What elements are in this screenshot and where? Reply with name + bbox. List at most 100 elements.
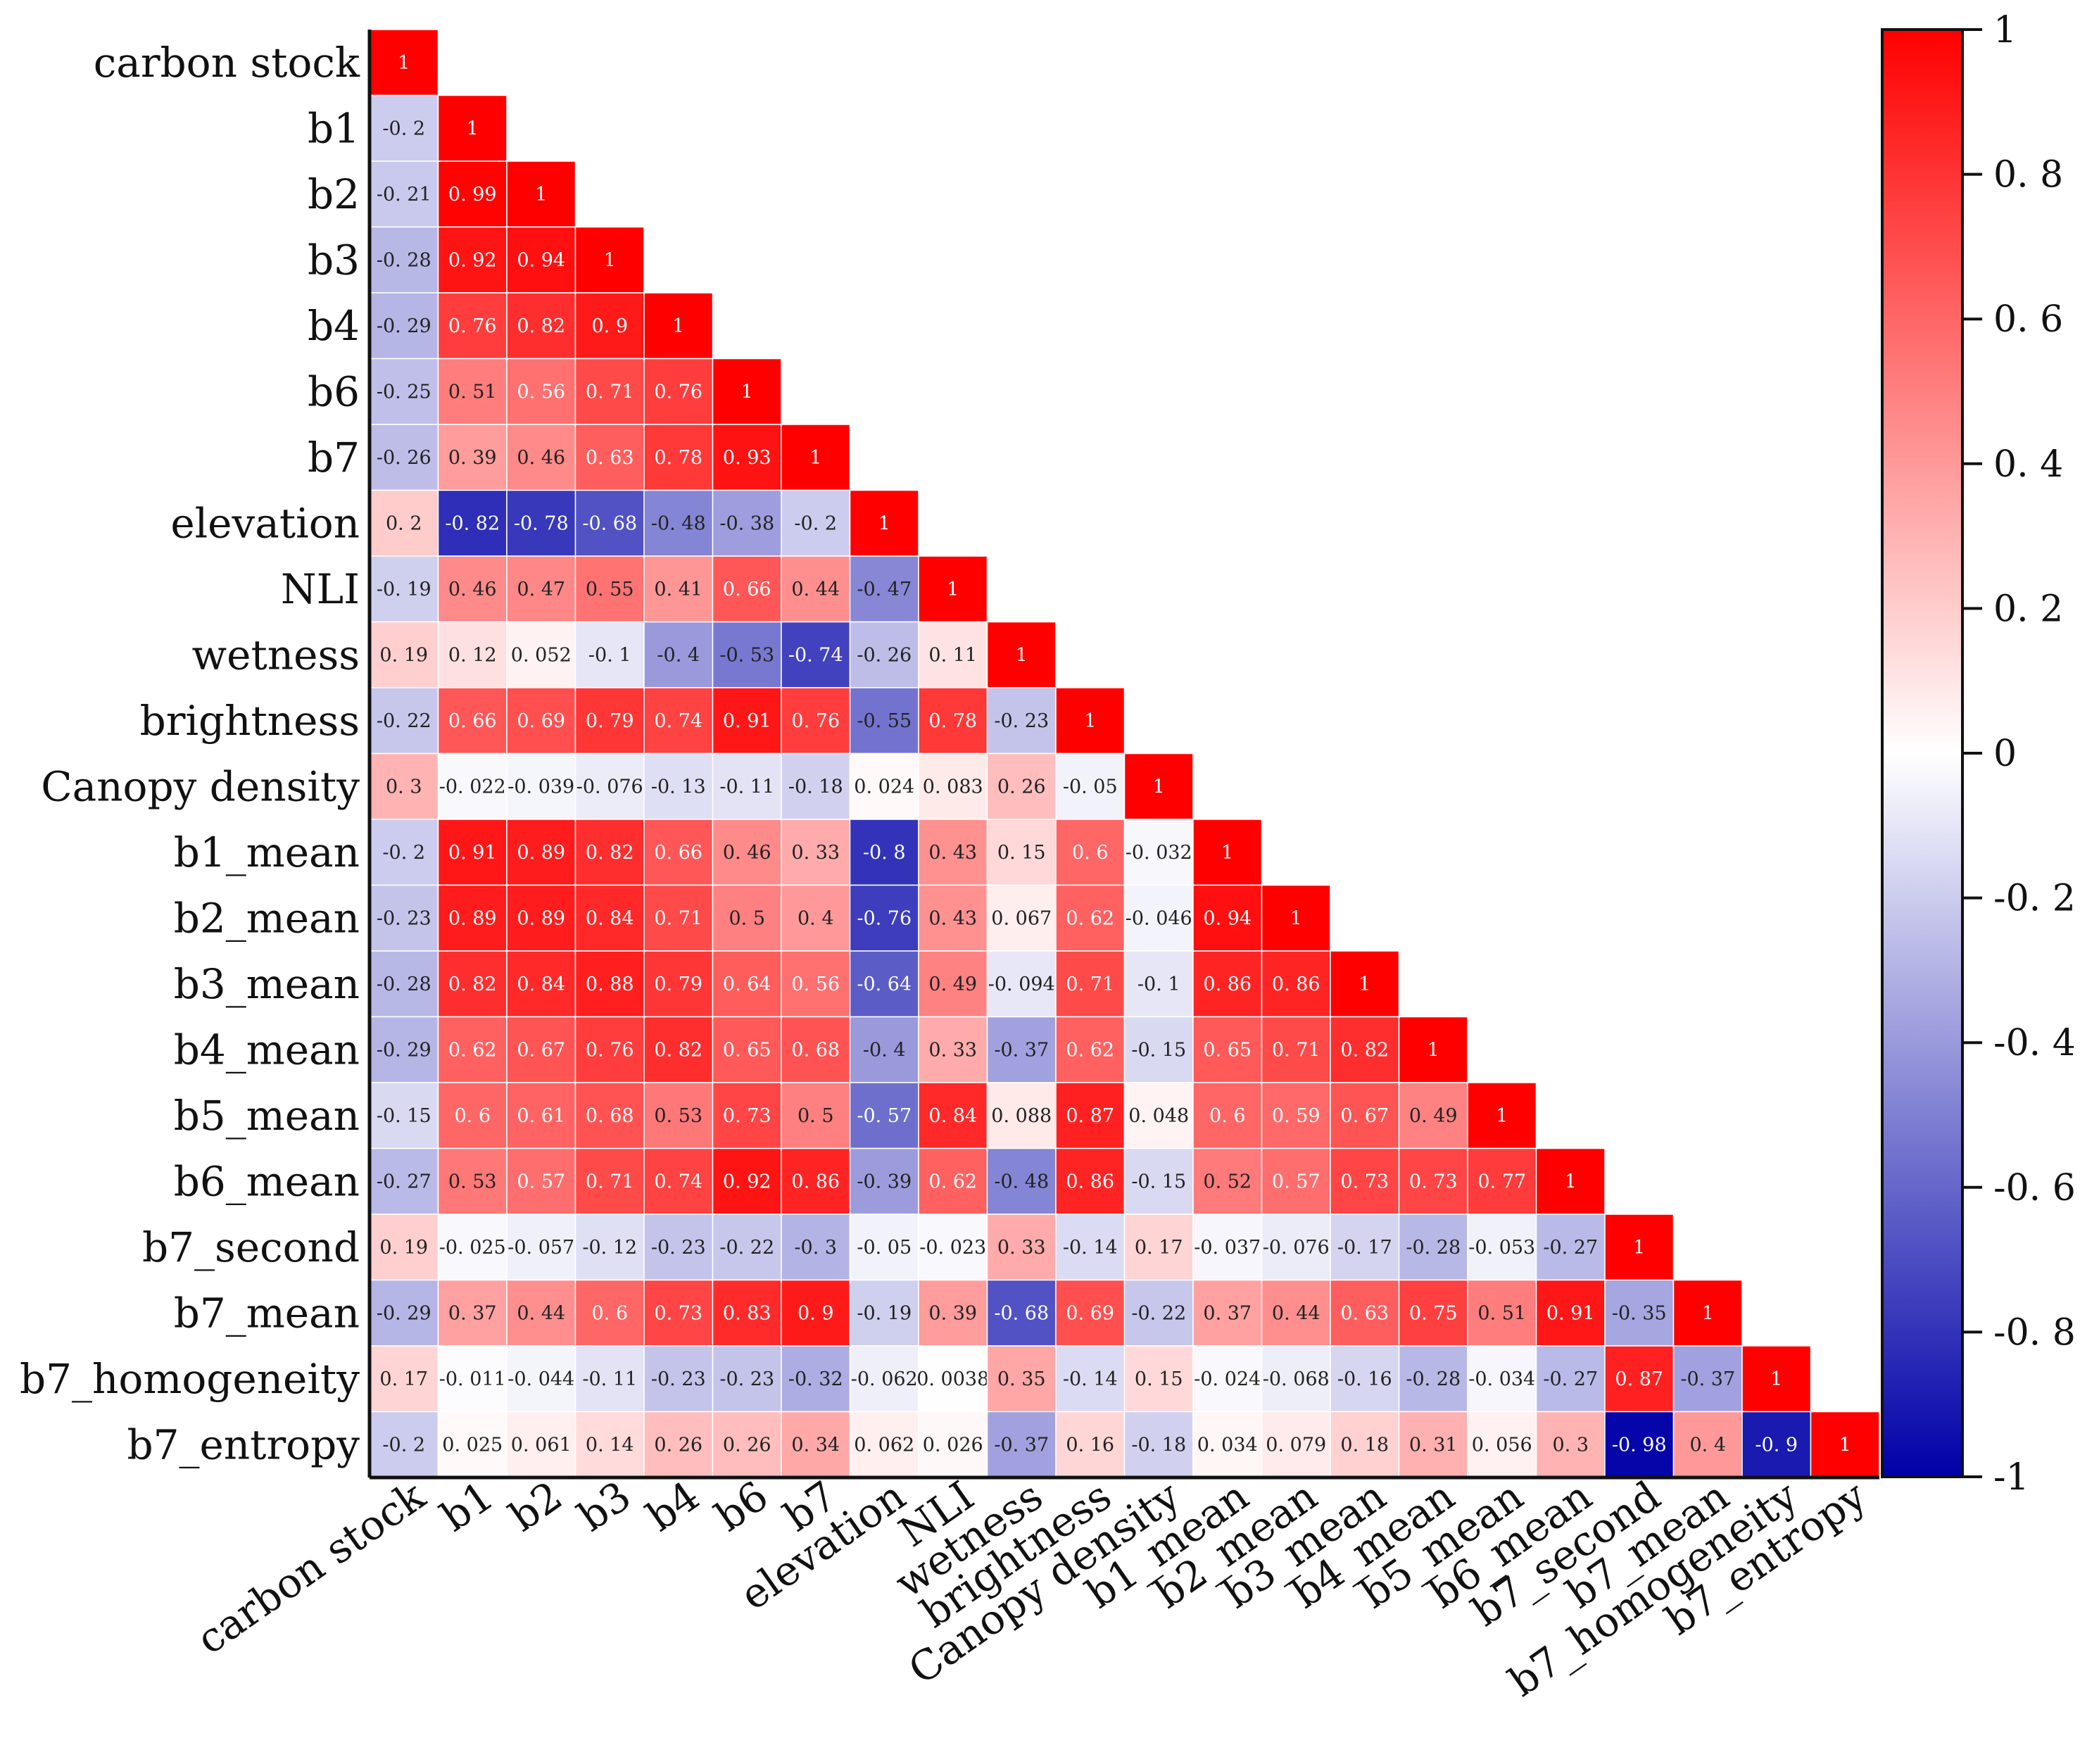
cell-value-label: -0. 37 xyxy=(994,1434,1049,1456)
cell-value-label: 1 xyxy=(809,447,821,469)
row-label-nli: NLI xyxy=(281,565,360,613)
heatmap-cell-b3-b1 xyxy=(437,226,508,294)
cell-value-label: -0. 38 xyxy=(719,512,774,534)
heatmap-cell-b6-mean-b3-mean xyxy=(1330,1147,1400,1215)
cell-value-label: 1 xyxy=(878,512,890,534)
cell-value-label: 0. 6 xyxy=(454,1105,491,1127)
heatmap-cell-b4-mean-brightness xyxy=(1055,1016,1126,1083)
cell-value-label: -0. 14 xyxy=(1063,1237,1118,1259)
cell-value-label: 0. 91 xyxy=(448,842,497,864)
cell-value-label: -0. 28 xyxy=(377,249,431,271)
cell-value-label: 1 xyxy=(741,381,753,403)
heatmap-cell-b3-mean-b1-mean xyxy=(1192,950,1263,1018)
cell-value-label: -0. 27 xyxy=(1543,1237,1598,1259)
cell-value-label: -0. 094 xyxy=(988,974,1055,995)
heatmap-cell-canopy-density-canopy-density xyxy=(1123,752,1194,820)
heatmap-cell-b6-mean-b2 xyxy=(506,1147,576,1215)
cell-value-label: 0. 83 xyxy=(723,1302,771,1324)
heatmap-cell-b7-entropy-b7-second xyxy=(1604,1411,1675,1478)
colorbar-tick-label: -0. 8 xyxy=(1993,1311,2076,1354)
heatmap-cell-b1-mean-nli xyxy=(918,819,988,886)
cell-value-label: -0. 27 xyxy=(377,1171,431,1192)
heatmap-cell-b4-mean-b7 xyxy=(781,1016,851,1083)
cell-value-label: 0. 3 xyxy=(1552,1434,1589,1456)
cell-value-label: 0. 68 xyxy=(586,1105,634,1127)
cell-value-label: 0. 2 xyxy=(386,512,422,534)
cell-value-label: 0. 62 xyxy=(928,1171,977,1192)
heatmap-cell-b7-homogeneity-canopy-density xyxy=(1123,1345,1194,1413)
column-label-b6: b6 xyxy=(707,1472,777,1541)
cell-value-label: 1 xyxy=(1016,644,1028,666)
cell-value-label: 0. 71 xyxy=(654,907,702,929)
cell-value-label: -0. 28 xyxy=(377,974,431,995)
cell-value-label: 0. 71 xyxy=(1272,1039,1320,1061)
cell-value-label: 0. 33 xyxy=(791,842,840,864)
cell-value-label: -0. 18 xyxy=(788,776,843,798)
heatmap-cell-b7-mean-b6 xyxy=(712,1279,782,1347)
heatmap-cell-b7-mean-nli xyxy=(918,1279,988,1347)
cell-value-label: -0. 11 xyxy=(582,1368,637,1390)
heatmap-cell-b7-homogeneity-b7-second xyxy=(1604,1345,1675,1413)
cell-value-label: -0. 05 xyxy=(857,1237,912,1259)
heatmap-cell-b7-entropy-nli xyxy=(918,1411,988,1478)
cell-value-label: 1 xyxy=(947,579,959,600)
heatmap-cell-b1-mean-carbon-stock xyxy=(369,819,439,886)
heatmap-cell-b5-mean-b2-mean xyxy=(1261,1082,1331,1149)
heatmap-cell-b7-entropy-b7-homogeneity xyxy=(1741,1411,1812,1478)
cell-value-label: -0. 023 xyxy=(919,1237,986,1259)
heatmap-cells: 1-0. 2 1-0. 21 0. 99 1-0. 28 0. 92 0. 94 1-0. … xyxy=(369,29,1880,1478)
cell-value-label: 0. 062 xyxy=(854,1434,914,1456)
heatmap-cell-b4-mean-b2-mean xyxy=(1261,1016,1331,1083)
cell-value-label: 0. 89 xyxy=(517,842,565,864)
heatmap-cell-wetness-elevation xyxy=(849,621,919,688)
heatmap-cell-b4-mean-nli xyxy=(918,1016,988,1083)
heatmap-cell-b7-second-b4-mean xyxy=(1398,1214,1468,1281)
cell-value-label: 0. 41 xyxy=(654,579,702,600)
column-labels: carbon stockb1b2b3b4b6b7elevationNLIwetn… xyxy=(188,1471,1875,1706)
cell-value-label: -0. 022 xyxy=(439,776,506,798)
cell-value-label: 0. 66 xyxy=(448,710,497,732)
heatmap-cell-b5-mean-b3-mean xyxy=(1330,1082,1400,1149)
heatmap-cell-b5-mean-b1 xyxy=(437,1082,508,1149)
row-label-carbon-stock: carbon stock xyxy=(94,39,360,87)
heatmap-cell-b2-carbon-stock xyxy=(369,160,439,228)
heatmap-cell-canopy-density-b3 xyxy=(574,752,645,820)
row-label-b7-entropy: b7_entropy xyxy=(127,1420,360,1468)
heatmap-cell-b6-mean-b2-mean xyxy=(1261,1147,1331,1215)
cell-value-label: -0. 039 xyxy=(508,776,574,798)
heatmap-cell-b4-mean-b2 xyxy=(506,1016,576,1083)
cell-value-label: -0. 37 xyxy=(994,1039,1049,1061)
heatmap-cell-b7-mean-b4 xyxy=(643,1279,714,1347)
cell-value-label: -0. 14 xyxy=(1063,1368,1118,1390)
cell-value-label: 0. 59 xyxy=(1272,1105,1320,1127)
heatmap-cell-canopy-density-carbon-stock xyxy=(369,752,439,820)
heatmap-cell-b7-mean-b2-mean xyxy=(1261,1279,1331,1347)
cell-value-label: 0. 53 xyxy=(448,1171,497,1192)
cell-value-label: 0. 82 xyxy=(1340,1039,1389,1061)
cell-value-label: 0. 74 xyxy=(654,710,702,732)
heatmap-cell-nli-b1 xyxy=(437,555,508,623)
heatmap-cell-b3-mean-b7 xyxy=(781,950,851,1018)
cell-value-label: 0. 39 xyxy=(928,1302,977,1324)
cell-value-label: 0. 46 xyxy=(448,579,497,600)
heatmap-cell-b7-homogeneity-b2 xyxy=(506,1345,576,1413)
heatmap-cell-b4-mean-carbon-stock xyxy=(369,1016,439,1083)
cell-value-label: -0. 037 xyxy=(1194,1237,1261,1259)
heatmap-cell-b7-homogeneity-wetness xyxy=(986,1345,1057,1413)
cell-value-label: -0. 25 xyxy=(377,381,431,403)
heatmap-cell-b6-mean-b6-mean xyxy=(1535,1147,1606,1215)
cell-value-label: 0. 57 xyxy=(1272,1171,1320,1192)
cell-value-label: 0. 26 xyxy=(654,1434,702,1456)
cell-value-label: 0. 083 xyxy=(923,776,983,798)
heatmap-cell-brightness-b3 xyxy=(574,687,645,755)
cell-value-label: 1 xyxy=(604,249,616,271)
cell-value-label: 0. 86 xyxy=(1066,1171,1114,1192)
cell-value-label: -0. 23 xyxy=(651,1368,706,1390)
cell-value-label: 1 xyxy=(535,184,547,206)
cell-value-label: 0. 024 xyxy=(854,776,914,798)
cell-value-label: 0. 46 xyxy=(723,842,771,864)
cell-value-label: 1 xyxy=(1290,907,1302,929)
cell-value-label: -0. 011 xyxy=(439,1368,506,1390)
heatmap-cell-b7-entropy-b7-mean xyxy=(1672,1411,1743,1478)
cell-value-label: 1 xyxy=(1153,776,1165,798)
